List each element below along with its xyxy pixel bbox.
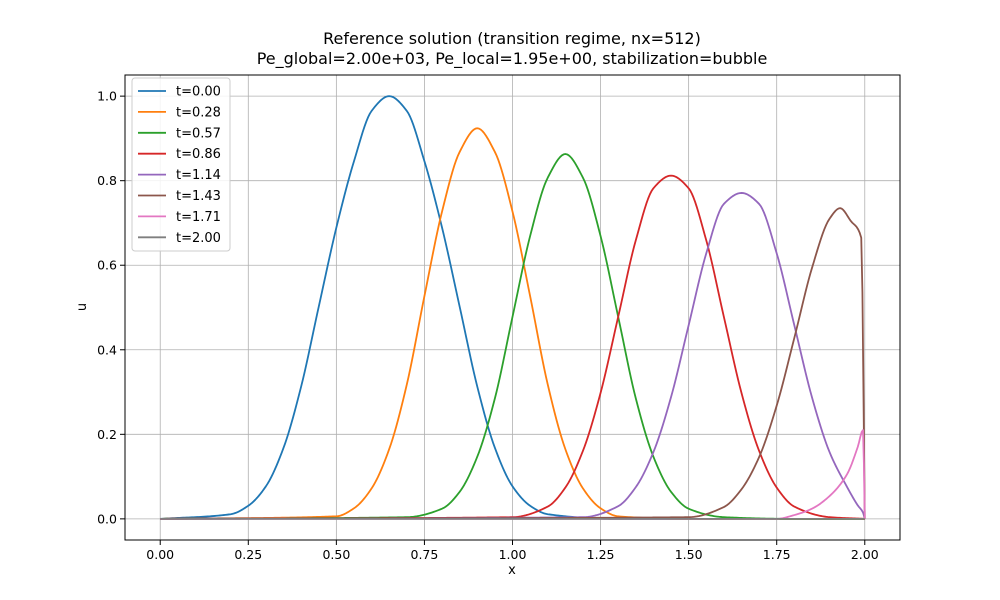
legend-label-5: t=1.43 [176, 189, 221, 204]
x-tick-label: 0.75 [411, 547, 439, 562]
x-tick-label: 0.50 [322, 547, 350, 562]
series-layer [160, 95, 866, 520]
y-tick-label: 1.0 [97, 89, 117, 104]
x-ticks: 0.00 0.25 0.50 0.75 1.00 1.25 1.50 1.75 2.00 [146, 540, 879, 562]
x-tick-label: 0.25 [234, 547, 262, 562]
legend-label-1: t=0.28 [176, 105, 221, 120]
y-ticks: 0.0 0.2 0.4 0.6 0.8 1.0 [97, 89, 125, 526]
x-tick-label: 0.00 [146, 547, 174, 562]
x-tick-label: 1.75 [763, 547, 791, 562]
x-tick-label: 2.00 [851, 547, 879, 562]
legend-label-3: t=0.86 [176, 147, 221, 162]
x-axis-label: x [508, 563, 516, 578]
x-tick-label: 1.50 [675, 547, 703, 562]
legend-label-0: t=0.00 [176, 85, 221, 100]
y-tick-label: 0.8 [97, 173, 117, 188]
chart-title-line2: Pe_global=2.00e+03, Pe_local=1.95e+00, s… [257, 49, 768, 69]
y-axis-label: u [75, 303, 90, 311]
legend-box [131, 77, 231, 252]
legend: t=0.00 t=0.28 t=0.57 t=0.86 t=1.14 t=1.43 t=1.… [131, 77, 231, 252]
x-tick-label: 1.00 [499, 547, 527, 562]
legend-label-7: t=2.00 [176, 231, 221, 246]
legend-label-6: t=1.71 [176, 210, 221, 225]
legend-label-2: t=0.57 [176, 126, 221, 141]
y-tick-label: 0.2 [97, 427, 117, 442]
legend-label-4: t=1.14 [176, 168, 221, 183]
chart-title-line1: Reference solution (transition regime, n… [323, 29, 701, 48]
x-tick-label: 1.25 [587, 547, 615, 562]
y-tick-label: 0.6 [97, 258, 117, 273]
grid [125, 75, 900, 540]
y-tick-label: 0.0 [97, 511, 117, 526]
y-tick-label: 0.4 [97, 342, 117, 357]
